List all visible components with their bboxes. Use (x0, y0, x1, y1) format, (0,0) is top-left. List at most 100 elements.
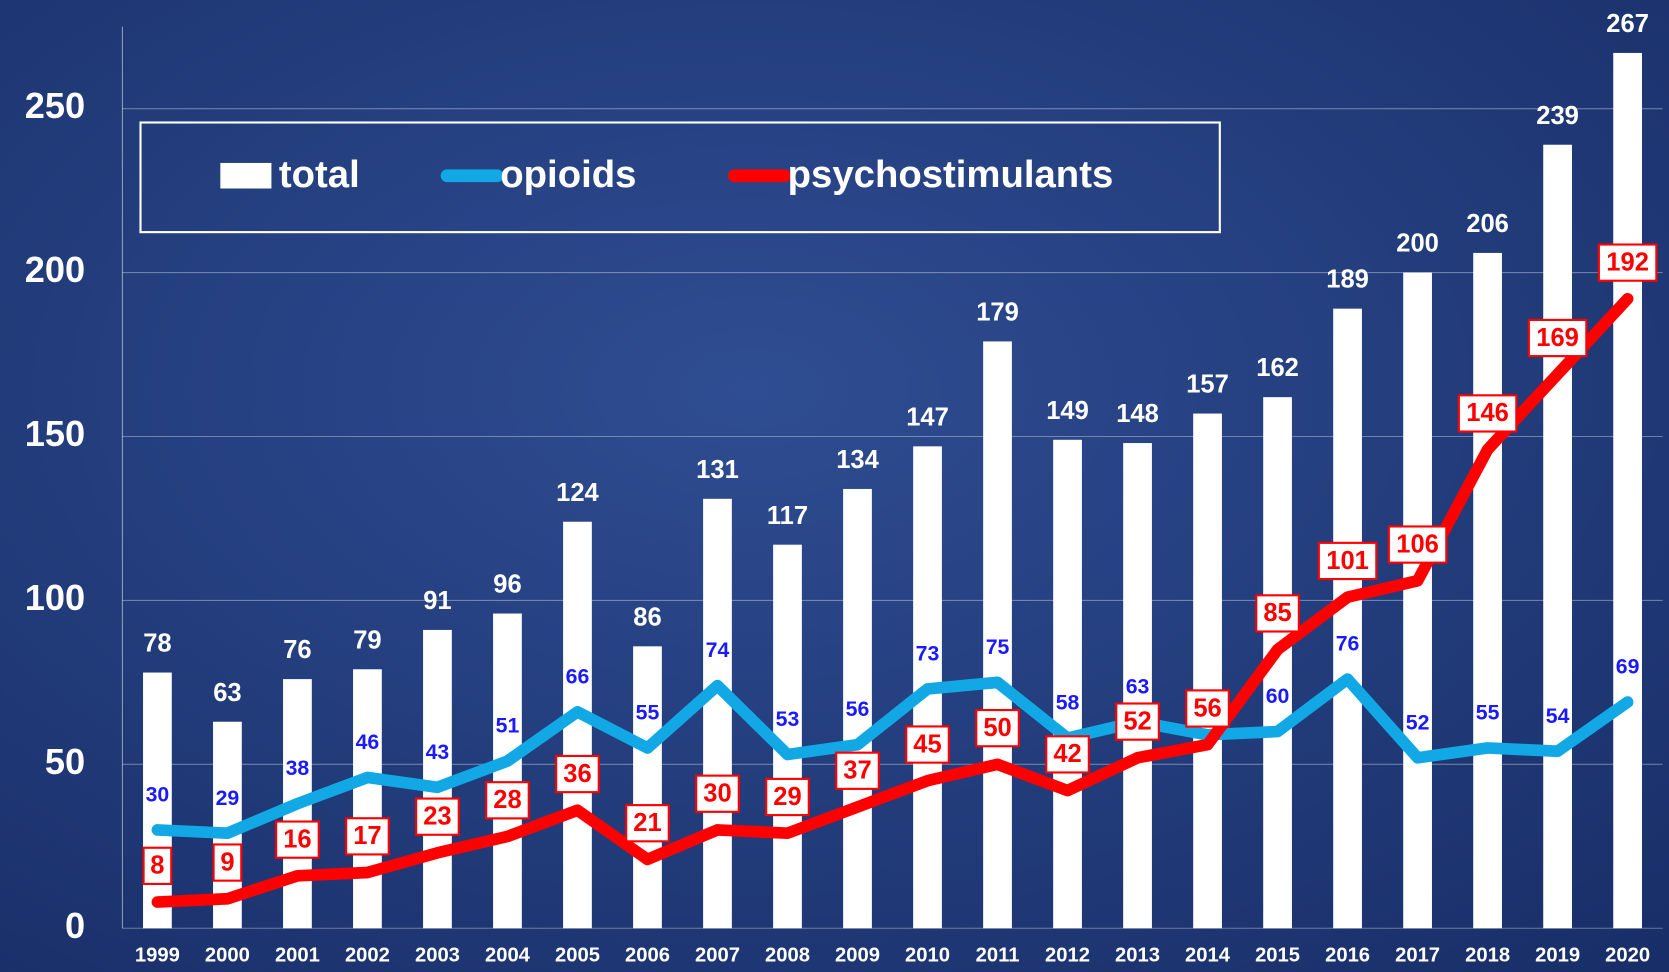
x-tick-label: 2001 (275, 944, 320, 966)
bar (1543, 144, 1572, 929)
psychostimulant-value-label: 85 (1263, 599, 1291, 627)
x-tick-label: 2007 (695, 944, 740, 966)
opioid-value-label: 56 (846, 697, 870, 721)
psychostimulant-value-label: 29 (773, 783, 801, 811)
psychostimulant-value-label: 101 (1326, 547, 1369, 575)
bar-value-label: 91 (423, 587, 451, 615)
x-tick-label: 2004 (485, 944, 531, 966)
y-tick-label: 250 (25, 85, 85, 126)
x-tick-label: 2002 (345, 944, 390, 966)
value-label-box (1185, 689, 1230, 728)
opioid-value-label: 69 (1616, 655, 1640, 679)
bar (703, 498, 732, 929)
x-tick-label: 1999 (135, 944, 180, 966)
psychostimulant-value-label: 106 (1396, 530, 1439, 558)
bar-value-label: 149 (1046, 397, 1089, 425)
bar-value-label: 206 (1466, 210, 1509, 238)
legend-box (139, 121, 1221, 234)
psychostimulant-value-label: 50 (983, 714, 1011, 742)
psychostimulant-value-label: 9 (220, 848, 234, 876)
bar-value-label: 131 (696, 456, 739, 484)
psychostimulant-value-label: 17 (353, 822, 381, 850)
bar (1333, 308, 1362, 929)
value-label-box (275, 820, 320, 859)
bar-value-label: 63 (213, 679, 241, 707)
bar-value-label: 96 (493, 571, 521, 599)
psychostimulant-value-label: 16 (283, 825, 311, 853)
bar (1193, 413, 1222, 929)
psychostimulant-value-label: 30 (703, 780, 731, 808)
y-tick-label: 100 (25, 577, 85, 618)
opioid-value-label: 66 (566, 664, 590, 688)
psychostimulant-value-label: 42 (1053, 740, 1081, 768)
x-tick-label: 2013 (1115, 944, 1160, 966)
opioid-value-label: 74 (706, 638, 730, 662)
bar-value-label: 239 (1536, 102, 1579, 130)
bar-value-label: 157 (1186, 371, 1229, 399)
x-tick-label: 2014 (1185, 944, 1231, 966)
opioid-value-label: 75 (986, 635, 1010, 659)
x-tick-label: 2017 (1395, 944, 1440, 966)
line-psychostimulants (151, 292, 1634, 908)
value-label-box (1597, 243, 1658, 282)
bar-value-label: 78 (143, 630, 171, 658)
legend-label: opioids (500, 153, 636, 196)
x-tick-label: 2008 (765, 944, 810, 966)
bar-value-label: 179 (976, 299, 1019, 327)
psychostimulant-value-label: 45 (913, 730, 941, 758)
x-tick-label: 2006 (625, 944, 670, 966)
value-label-box (555, 754, 600, 794)
legend-label: psychostimulants (788, 153, 1114, 196)
bar-value-label: 267 (1606, 10, 1649, 38)
x-tick-label: 2003 (415, 944, 460, 966)
x-tick-label: 2020 (1605, 944, 1650, 966)
value-label-box (1387, 525, 1448, 564)
opioid-value-label: 55 (1476, 701, 1500, 725)
value-label-box (1255, 594, 1300, 633)
bar-value-label: 124 (556, 479, 599, 507)
x-tick-label: 2012 (1045, 944, 1090, 966)
line-opioids (151, 673, 1634, 840)
psychostimulant-value-label: 192 (1606, 248, 1649, 276)
value-label-box (142, 846, 173, 886)
x-tick-label: 2016 (1325, 944, 1370, 966)
value-label-box (1457, 394, 1518, 433)
value-label-box (625, 804, 670, 843)
psychostimulant-value-label: 23 (423, 802, 451, 830)
y-tick-label: 150 (25, 413, 85, 454)
bar (1473, 252, 1502, 929)
value-label-box (975, 708, 1020, 748)
y-tick-label: 200 (25, 249, 85, 290)
opioid-value-label: 43 (426, 740, 450, 764)
value-label-box (905, 725, 950, 764)
bar (143, 672, 172, 929)
bar-value-label: 76 (283, 636, 311, 664)
opioid-value-label: 63 (1126, 674, 1150, 698)
opioid-value-label: 55 (636, 701, 660, 725)
legend-label: total (279, 153, 360, 196)
value-label-box (485, 781, 530, 820)
x-tick-label: 2018 (1465, 944, 1510, 966)
opioid-value-label: 30 (146, 782, 170, 806)
x-tick-label: 2000 (205, 944, 250, 966)
x-tick-label: 2019 (1535, 944, 1580, 966)
bar-value-label: 134 (836, 446, 879, 474)
x-tick-label: 2005 (555, 944, 600, 966)
bar-value-label: 147 (906, 403, 949, 431)
x-tick-label: 2015 (1255, 944, 1300, 966)
y-tick-label: 0 (65, 905, 85, 946)
psychostimulant-value-label: 36 (563, 760, 591, 788)
value-label-box (835, 751, 880, 790)
opioid-value-label: 58 (1056, 691, 1080, 715)
value-label-box (212, 843, 243, 882)
psychostimulant-value-label: 21 (633, 809, 661, 837)
opioid-value-label: 53 (776, 707, 800, 731)
value-label-box (1115, 702, 1160, 741)
bar (1123, 443, 1152, 929)
value-label-box (765, 777, 810, 817)
psychostimulant-value-label: 56 (1193, 694, 1221, 722)
value-label-box (695, 774, 740, 813)
bar-value-label: 200 (1396, 230, 1439, 258)
